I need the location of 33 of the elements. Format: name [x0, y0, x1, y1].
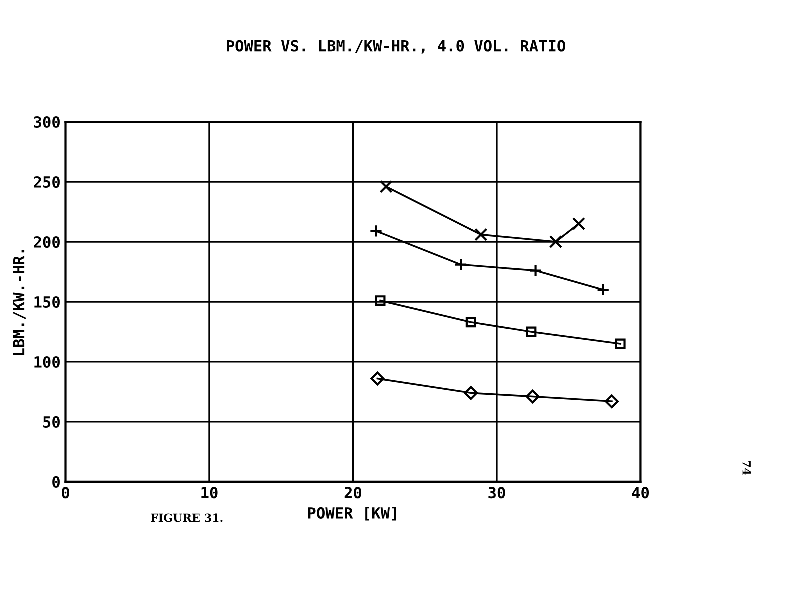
point [596, 283, 610, 297]
point [474, 228, 488, 242]
chart-title: POWER VS. LBM./KW-HR., 4.0 VOL. RATIO [227, 40, 566, 54]
point [370, 372, 385, 386]
x-tick-label: 10 [202, 487, 218, 499]
point [380, 180, 393, 194]
y-tick-label: 250 [34, 176, 60, 188]
point [454, 258, 468, 272]
point [549, 235, 563, 249]
y-tick-label: 150 [34, 296, 60, 308]
y-tick-label: 100 [34, 356, 60, 368]
x-tick-label: 40 [632, 487, 650, 499]
point [529, 264, 542, 278]
y-tick-label: 0 [52, 476, 60, 488]
point [466, 317, 476, 328]
point [605, 394, 619, 409]
point [615, 338, 626, 350]
point [464, 386, 478, 400]
text: 74 [742, 461, 752, 476]
point [526, 390, 540, 404]
point [572, 217, 586, 231]
y-tick-label: 50 [44, 416, 60, 428]
y-tick-label: 200 [34, 236, 60, 248]
point [526, 326, 537, 338]
x-tick-label: 30 [488, 487, 506, 499]
point [370, 224, 383, 238]
x-tick-label: 20 [344, 487, 362, 499]
x-axis-title: POWER [KW] [308, 507, 396, 521]
caption: FIGURE 31. [151, 514, 223, 522]
y-axis-title: LBM./KW.-HR. [13, 250, 26, 356]
point [375, 296, 386, 306]
y-tick-label: 300 [34, 116, 60, 128]
x-tick-label: 0 [62, 487, 70, 499]
